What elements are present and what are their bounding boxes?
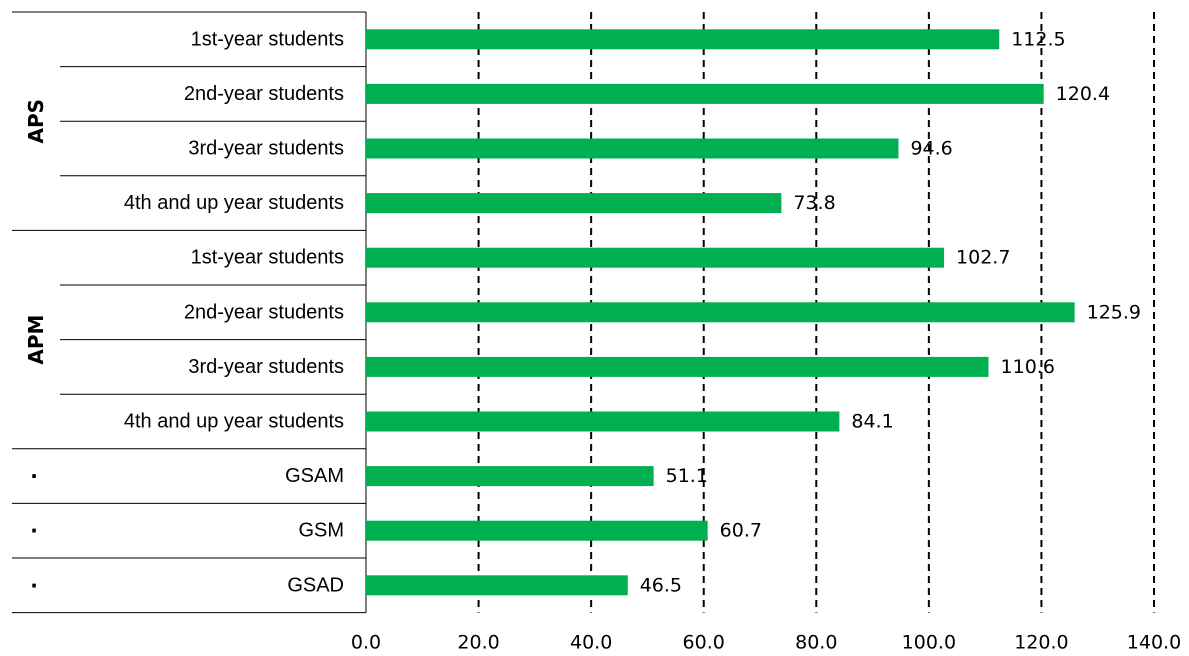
category-label: 4th and up year students	[124, 192, 344, 214]
group-label: ·	[30, 519, 38, 543]
category-label: GSAM	[285, 465, 344, 487]
data-labels: 112.5 120.4 94.6 73.8 102.7 125.9 110.6 84.1 51.…	[640, 28, 1141, 596]
group-label: APS	[24, 99, 48, 144]
x-tick-label: 0.0	[351, 632, 381, 654]
data-label: 46.5	[640, 574, 682, 596]
category-label: 2nd-year students	[184, 83, 344, 105]
data-label: 51.1	[666, 465, 708, 487]
bars	[366, 29, 1075, 596]
category-label: 1st-year students	[191, 28, 344, 50]
category-label: 2nd-year students	[184, 301, 344, 323]
data-label: 102.7	[956, 247, 1010, 269]
category-label: 3rd-year students	[188, 356, 344, 378]
category-label: 3rd-year students	[188, 138, 344, 160]
group-labels: APS APM · · ·	[24, 99, 48, 597]
bar	[366, 411, 840, 432]
bar	[366, 193, 782, 214]
bar	[366, 247, 945, 268]
bar	[366, 29, 1000, 50]
category-label: GSAD	[287, 574, 344, 596]
data-label: 73.8	[793, 192, 835, 214]
data-label: 112.5	[1011, 28, 1065, 50]
bar	[366, 466, 654, 487]
bar	[366, 520, 708, 541]
category-labels: 1st-year students 2nd-year students 3rd-ye…	[124, 28, 344, 596]
data-label: 110.6	[1001, 356, 1055, 378]
data-label: 94.6	[910, 138, 952, 160]
data-label: 125.9	[1087, 301, 1141, 323]
x-tick-label: 20.0	[457, 632, 499, 654]
x-tick-label: 40.0	[570, 632, 612, 654]
bar	[366, 138, 899, 159]
bar	[366, 302, 1075, 323]
bar	[366, 575, 628, 596]
data-label: 84.1	[851, 411, 893, 433]
x-tick-label: 100.0	[902, 632, 956, 654]
x-tick-label: 140.0	[1127, 632, 1181, 654]
x-axis-tick-labels: 0.0 20.0 40.0 60.0 80.0 100.0 120.0 140.0	[351, 632, 1181, 654]
category-label: 4th and up year students	[124, 411, 344, 433]
group-label: APM	[24, 315, 48, 365]
group-label: ·	[30, 464, 38, 488]
category-label: 1st-year students	[191, 247, 344, 269]
bar	[366, 356, 989, 377]
group-label: ·	[30, 573, 38, 597]
data-label: 60.7	[720, 520, 762, 542]
bar	[366, 83, 1044, 104]
x-tick-label: 80.0	[795, 632, 837, 654]
x-tick-label: 120.0	[1014, 632, 1068, 654]
data-label: 120.4	[1056, 83, 1110, 105]
category-label: GSM	[298, 520, 344, 542]
x-tick-label: 60.0	[683, 632, 725, 654]
